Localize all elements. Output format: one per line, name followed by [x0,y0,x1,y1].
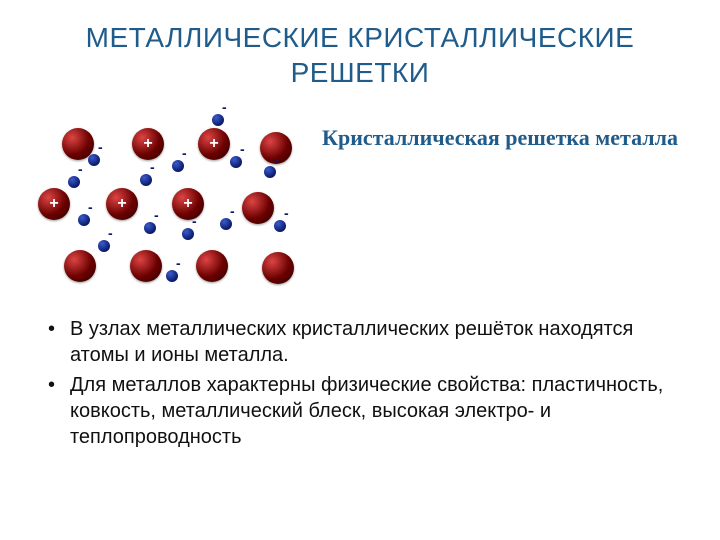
electron: - [166,270,178,282]
lattice-diagram: +++++-------------- [20,110,300,310]
minus-icon: - [230,204,235,218]
electron: - [88,154,100,166]
positive-ion [64,250,96,282]
electron: - [212,114,224,126]
content-row: +++++-------------- Кристаллическая реше… [0,100,720,310]
electron: - [274,220,286,232]
positive-ion: + [106,188,138,220]
subtitle: Кристаллическая решетка металла [300,110,700,152]
list-item: В узлах металлических кристаллических ре… [48,316,690,368]
positive-ion: + [172,188,204,220]
minus-icon: - [150,160,155,174]
plus-icon: + [143,136,152,152]
positive-ion [196,250,228,282]
electron: - [230,156,242,168]
list-item: Для металлов характерны физические свойс… [48,372,690,450]
positive-ion [130,250,162,282]
plus-icon: + [49,196,58,212]
positive-ion [262,252,294,284]
minus-icon: - [176,256,181,270]
positive-ion: + [198,128,230,160]
minus-icon: - [154,208,159,222]
electron: - [182,228,194,240]
minus-icon: - [108,226,113,240]
electron: - [140,174,152,186]
electron: - [220,218,232,230]
electron: - [98,240,110,252]
minus-icon: - [98,140,103,154]
minus-icon: - [240,142,245,156]
minus-icon: - [182,146,187,160]
bullet-list: В узлах металлических кристаллических ре… [0,310,720,450]
positive-ion: + [38,188,70,220]
positive-ion [242,192,274,224]
electron: - [264,166,276,178]
positive-ion: + [132,128,164,160]
plus-icon: + [209,136,218,152]
minus-icon: - [274,152,279,166]
plus-icon: + [183,196,192,212]
minus-icon: - [192,214,197,228]
electron: - [68,176,80,188]
minus-icon: - [284,206,289,220]
electron: - [144,222,156,234]
electron: - [78,214,90,226]
minus-icon: - [222,100,227,114]
page-title: МЕТАЛЛИЧЕСКИЕ КРИСТАЛЛИЧЕСКИЕ РЕШЕТКИ [0,0,720,100]
minus-icon: - [78,162,83,176]
plus-icon: + [117,196,126,212]
minus-icon: - [88,200,93,214]
electron: - [172,160,184,172]
